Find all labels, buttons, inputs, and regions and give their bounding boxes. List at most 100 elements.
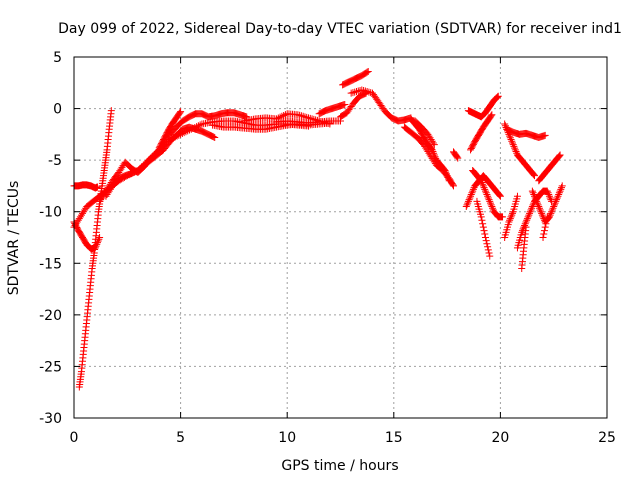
data-point	[544, 189, 552, 197]
data-point	[546, 194, 554, 202]
data-point	[535, 204, 543, 212]
data-point	[363, 88, 371, 96]
series-track-24	[501, 120, 539, 180]
data-point	[509, 141, 517, 149]
data-point	[281, 111, 289, 119]
data-point	[506, 215, 514, 223]
series-track-23	[473, 197, 494, 260]
data-point	[297, 112, 305, 120]
data-point	[462, 203, 470, 211]
data-point	[541, 131, 549, 139]
data-point	[493, 94, 501, 102]
data-point	[341, 100, 349, 108]
data-point	[521, 220, 529, 228]
data-point	[518, 228, 526, 236]
series-track-01	[70, 181, 101, 192]
data-point	[477, 213, 485, 221]
data-point	[466, 194, 474, 202]
data-point	[558, 182, 566, 190]
data-point	[513, 192, 521, 200]
data-point	[555, 153, 563, 161]
data-point	[529, 189, 537, 197]
data-point	[487, 201, 495, 209]
data-point	[553, 196, 561, 204]
data-point	[543, 187, 551, 195]
data-point	[454, 154, 462, 162]
data-point	[482, 189, 490, 197]
data-point	[508, 209, 516, 217]
data-point	[537, 208, 545, 216]
series-track-14	[347, 86, 415, 125]
data-point	[361, 87, 369, 95]
data-point	[531, 194, 539, 202]
data-point	[488, 203, 496, 211]
data-point	[501, 120, 509, 128]
series-track-22	[469, 166, 507, 221]
data-point	[555, 191, 563, 199]
series-track-25	[503, 125, 549, 141]
series-track-10	[273, 117, 344, 127]
data-point	[429, 139, 437, 147]
data-point	[478, 178, 486, 186]
data-point	[507, 136, 515, 144]
y-tick-label: -10	[39, 205, 62, 221]
data-point	[547, 209, 555, 217]
data-point	[542, 220, 550, 228]
data-point	[463, 201, 471, 209]
data-point	[486, 197, 494, 205]
data-point	[481, 230, 489, 238]
data-point	[467, 191, 475, 199]
data-point	[464, 197, 472, 205]
data-point	[521, 221, 529, 229]
data-point	[96, 234, 104, 241]
data-point	[210, 133, 218, 141]
data-point	[557, 185, 565, 193]
data-point	[534, 201, 542, 209]
series-track-12	[337, 89, 370, 121]
data-point	[528, 203, 536, 211]
data-point	[449, 182, 457, 190]
data-point	[484, 192, 492, 200]
data-point	[354, 87, 362, 95]
data-point	[464, 199, 472, 207]
data-point	[530, 171, 538, 179]
data-point	[469, 185, 477, 193]
series-track-27	[513, 187, 556, 252]
x-tick-label: 0	[70, 430, 79, 446]
data-point	[211, 133, 219, 141]
x-tick-label: 5	[176, 430, 185, 446]
data-point	[489, 204, 497, 212]
y-tick-label: -5	[48, 153, 62, 169]
data-point	[539, 234, 547, 241]
data-point	[533, 199, 541, 207]
data-point	[511, 144, 519, 152]
data-point	[556, 187, 564, 195]
data-point	[508, 211, 516, 219]
data-point	[532, 196, 540, 204]
x-tick-label: 25	[598, 430, 616, 446]
data-point	[465, 196, 473, 204]
data-point	[480, 184, 488, 192]
data-point	[496, 191, 504, 199]
plot-frame	[73, 56, 608, 419]
series-track-20	[467, 111, 496, 154]
y-tick-label: 0	[53, 102, 62, 118]
x-tick-label: 15	[385, 430, 403, 446]
data-point	[486, 199, 494, 207]
data-point	[365, 88, 373, 96]
data-point	[467, 192, 475, 200]
data-point	[494, 92, 502, 100]
data-point	[93, 183, 101, 191]
series-track-30	[528, 182, 566, 226]
series-track-18	[449, 148, 462, 162]
data-point	[296, 111, 304, 119]
data-point	[360, 87, 368, 95]
data-point	[484, 194, 492, 202]
data-point	[538, 209, 546, 217]
series-track-03	[75, 107, 115, 391]
data-point	[535, 203, 543, 211]
data-point	[531, 192, 539, 200]
series-track-17	[411, 117, 438, 149]
data-point	[294, 111, 302, 119]
